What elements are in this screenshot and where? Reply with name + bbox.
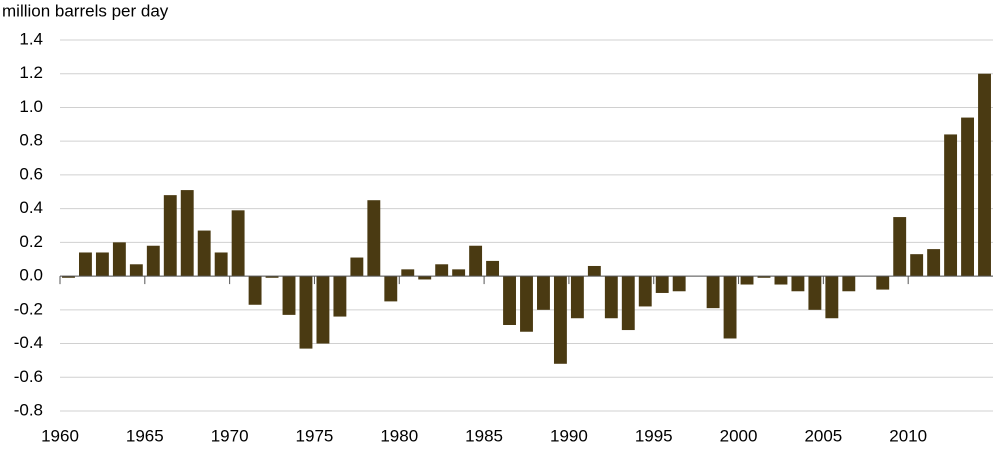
y-tick-label: 0.0 xyxy=(19,266,43,285)
x-tick-label: 1960 xyxy=(41,426,79,445)
x-tick-label: 1975 xyxy=(296,426,334,445)
bar xyxy=(469,245,483,277)
bar xyxy=(197,230,211,277)
bar xyxy=(978,73,991,277)
bar xyxy=(62,276,75,278)
bar xyxy=(774,276,788,285)
x-tick-label: 1995 xyxy=(635,426,673,445)
y-tick-label: -0.8 xyxy=(14,400,43,419)
bar xyxy=(621,276,635,331)
y-tick-label: 1.4 xyxy=(19,29,43,48)
x-tick-label: 1965 xyxy=(126,426,164,445)
y-tick-label: -0.6 xyxy=(14,367,43,386)
bar xyxy=(95,252,109,277)
y-tick-label: 0.4 xyxy=(19,198,43,217)
bar xyxy=(486,260,500,277)
bar xyxy=(944,134,958,277)
bar xyxy=(570,276,584,319)
bar xyxy=(248,276,262,305)
bar xyxy=(231,210,245,277)
bar xyxy=(452,269,466,277)
bar xyxy=(503,276,516,325)
bar xyxy=(553,276,567,364)
bar xyxy=(214,252,228,277)
y-tick-label: -0.4 xyxy=(14,333,43,352)
bar xyxy=(910,254,924,277)
bar xyxy=(367,200,381,277)
bar xyxy=(112,242,126,277)
bar xyxy=(604,276,618,319)
x-tick-label: 1985 xyxy=(465,426,503,445)
bar xyxy=(384,276,398,302)
bar xyxy=(78,252,92,277)
bar xyxy=(740,276,754,285)
bar xyxy=(146,245,160,277)
bar xyxy=(876,276,890,290)
bar xyxy=(265,276,279,278)
x-tick-label: 2010 xyxy=(889,426,927,445)
bar xyxy=(757,276,771,278)
bar xyxy=(129,264,143,277)
bar xyxy=(401,269,415,277)
bar xyxy=(655,276,669,293)
x-tick-label: 2000 xyxy=(720,426,758,445)
y-tick-label: -0.2 xyxy=(14,299,43,318)
bar xyxy=(638,276,652,307)
bar xyxy=(299,276,313,349)
bar xyxy=(825,276,839,319)
bar xyxy=(418,276,432,280)
y-tick-label: 0.6 xyxy=(19,164,43,183)
bar xyxy=(587,265,601,277)
bar xyxy=(435,264,449,277)
bar xyxy=(333,276,347,317)
bar xyxy=(180,190,194,277)
bar xyxy=(961,117,975,277)
x-tick-label: 2005 xyxy=(804,426,842,445)
x-tick-label: 1980 xyxy=(380,426,418,445)
bar xyxy=(706,276,720,309)
bar xyxy=(350,257,364,277)
y-axis-label: million barrels per day xyxy=(2,1,169,20)
bar xyxy=(163,195,177,277)
y-tick-label: 1.0 xyxy=(19,97,43,116)
x-tick-label: 1990 xyxy=(550,426,588,445)
bar xyxy=(842,276,856,292)
bar xyxy=(316,276,330,344)
bar xyxy=(520,276,533,332)
bar xyxy=(672,276,686,292)
y-tick-label: 1.2 xyxy=(19,63,43,82)
y-tick-label: 0.2 xyxy=(19,232,43,251)
bar xyxy=(808,276,822,310)
bar xyxy=(927,249,941,277)
bar xyxy=(282,276,296,315)
bar xyxy=(723,276,737,339)
bar xyxy=(893,217,907,277)
y-tick-label: 0.8 xyxy=(19,131,43,150)
bar xyxy=(791,276,805,292)
x-tick-label: 1970 xyxy=(211,426,249,445)
bar xyxy=(537,276,550,310)
